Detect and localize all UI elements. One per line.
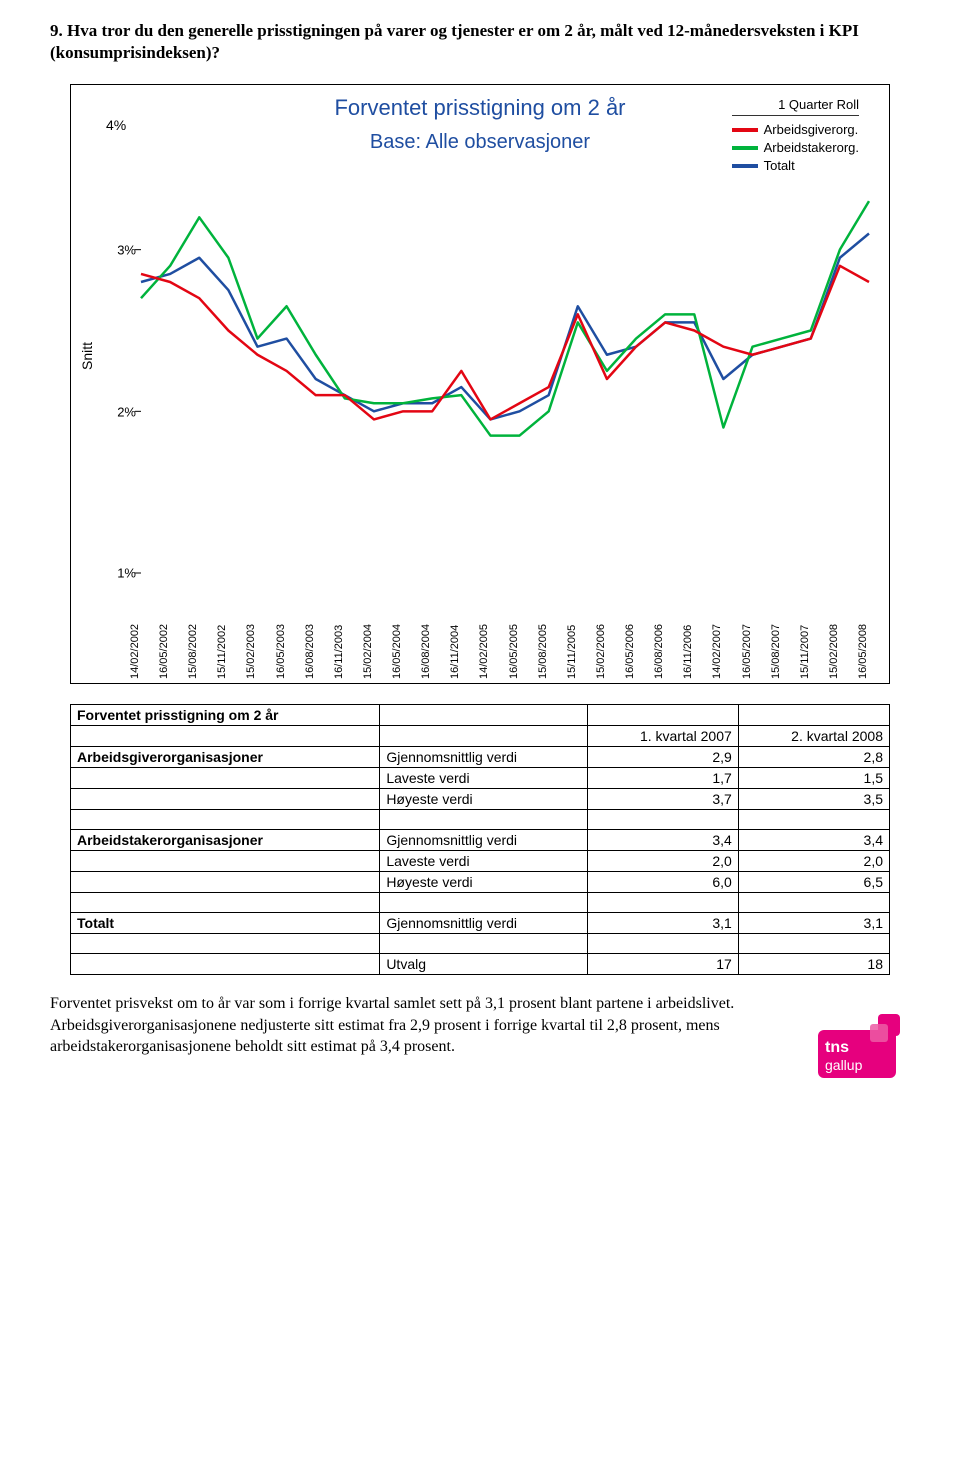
body-paragraph: Forventet prisvekst om to år var som i f…	[50, 993, 900, 1058]
metric-label: Høyeste verdi	[380, 789, 587, 810]
x-tick-label: 16/08/2003	[304, 624, 316, 679]
table-row: Laveste verdi2,02,0	[71, 851, 890, 872]
legend-roll-label: 1 Quarter Roll	[732, 97, 859, 112]
y-tick-label: 1%	[106, 566, 136, 581]
tns-gallup-logo: tns gallup	[800, 1012, 910, 1082]
table-title: Forventet prisstigning om 2 år	[71, 705, 380, 726]
y-tick-label: 3%	[106, 242, 136, 257]
group-name: Arbeidsgiverorganisasjoner	[71, 747, 380, 768]
chart-container: Forventet prisstigning om 2 år Base: All…	[70, 84, 890, 684]
metric-value: 2,0	[587, 851, 738, 872]
x-tick-label: 15/08/2005	[537, 624, 549, 679]
footer-value: 17	[587, 954, 738, 975]
metric-value: 3,5	[738, 789, 889, 810]
x-tick-label: 15/11/2007	[799, 625, 811, 679]
x-tick-label: 15/02/2004	[362, 624, 374, 679]
x-tick-label: 16/05/2007	[741, 624, 753, 679]
metric-label: Gjennomsnittlig verdi	[380, 747, 587, 768]
footer-label: Utvalg	[380, 954, 587, 975]
x-tick-label: 16/05/2003	[275, 624, 287, 679]
metric-label: Laveste verdi	[380, 851, 587, 872]
x-tick-label: 16/11/2006	[682, 625, 694, 679]
legend-label: Arbeidstakerorg.	[764, 140, 859, 155]
x-tick-label: 15/08/2007	[770, 624, 782, 679]
x-tick-label: 15/11/2002	[216, 625, 228, 679]
metric-label: Laveste verdi	[380, 768, 587, 789]
legend-item: Arbeidsgiverorg.	[732, 122, 859, 137]
metric-value: 3,1	[738, 913, 889, 934]
col-header: 2. kvartal 2008	[738, 726, 889, 747]
y-tick-label: 2%	[106, 404, 136, 419]
legend-swatch	[732, 146, 758, 150]
metric-value: 3,7	[587, 789, 738, 810]
metric-value: 2,8	[738, 747, 889, 768]
x-tick-label: 14/02/2002	[129, 624, 141, 679]
metric-label: Gjennomsnittlig verdi	[380, 830, 587, 851]
x-axis-ticks: 14/02/200216/05/200215/08/200215/11/2002…	[141, 579, 869, 679]
legend-swatch	[732, 128, 758, 132]
legend-item: Arbeidstakerorg.	[732, 140, 859, 155]
legend-swatch	[732, 164, 758, 168]
group-name: Totalt	[71, 913, 380, 934]
metric-value: 1,5	[738, 768, 889, 789]
metric-value: 2,9	[587, 747, 738, 768]
metric-value: 1,7	[587, 768, 738, 789]
x-tick-label: 15/02/2003	[245, 624, 257, 679]
chart-plot-area	[141, 185, 869, 573]
x-tick-label: 15/08/2002	[187, 624, 199, 679]
table-row: Høyeste verdi6,06,5	[71, 872, 890, 893]
summary-table: Forventet prisstigning om 2 år 1. kvartal…	[70, 704, 890, 975]
footer-value: 18	[738, 954, 889, 975]
table-row: Laveste verdi1,71,5	[71, 768, 890, 789]
table-row: ArbeidsgiverorganisasjonerGjennomsnittli…	[71, 747, 890, 768]
col-header: 1. kvartal 2007	[587, 726, 738, 747]
table-row: TotaltGjennomsnittlig verdi3,13,1	[71, 913, 890, 934]
metric-value: 6,0	[587, 872, 738, 893]
x-tick-label: 16/08/2006	[653, 624, 665, 679]
metric-label: Gjennomsnittlig verdi	[380, 913, 587, 934]
legend-label: Totalt	[764, 158, 795, 173]
svg-text:gallup: gallup	[825, 1057, 863, 1073]
x-tick-label: 16/05/2005	[508, 624, 520, 679]
x-tick-label: 16/08/2004	[420, 624, 432, 679]
metric-label: Høyeste verdi	[380, 872, 587, 893]
chart-series-line	[141, 201, 869, 435]
y-axis-ticks: 3%2%1%	[106, 185, 136, 573]
chart-series-line	[141, 266, 869, 420]
metric-value: 3,1	[587, 913, 738, 934]
x-tick-label: 16/05/2004	[391, 624, 403, 679]
x-tick-label: 15/02/2008	[828, 624, 840, 679]
question-heading: 9. Hva tror du den generelle prisstignin…	[50, 20, 910, 64]
x-tick-label: 16/05/2002	[158, 624, 170, 679]
legend-label: Arbeidsgiverorg.	[764, 122, 859, 137]
y-marker-4pct: 4%	[106, 117, 126, 133]
svg-text:tns: tns	[825, 1039, 849, 1056]
table-footer-row: Utvalg1718	[71, 954, 890, 975]
x-tick-label: 16/11/2003	[333, 625, 345, 679]
x-tick-label: 16/05/2006	[624, 624, 636, 679]
metric-value: 2,0	[738, 851, 889, 872]
x-tick-label: 16/05/2008	[857, 624, 869, 679]
x-tick-label: 15/02/2006	[595, 624, 607, 679]
table-row: Høyeste verdi3,73,5	[71, 789, 890, 810]
group-name: Arbeidstakerorganisasjoner	[71, 830, 380, 851]
x-tick-label: 16/11/2004	[449, 625, 461, 679]
metric-value: 6,5	[738, 872, 889, 893]
legend-item: Totalt	[732, 158, 859, 173]
metric-value: 3,4	[738, 830, 889, 851]
table-row: ArbeidstakerorganisasjonerGjennomsnittli…	[71, 830, 890, 851]
y-axis-label: Snitt	[79, 342, 95, 370]
x-tick-label: 15/11/2005	[566, 625, 578, 679]
metric-value: 3,4	[587, 830, 738, 851]
x-tick-label: 14/02/2005	[478, 624, 490, 679]
chart-legend: 1 Quarter Roll Arbeidsgiverorg. Arbeidsta…	[732, 97, 859, 176]
x-tick-label: 14/02/2007	[711, 624, 723, 679]
chart-series-line	[141, 234, 869, 420]
